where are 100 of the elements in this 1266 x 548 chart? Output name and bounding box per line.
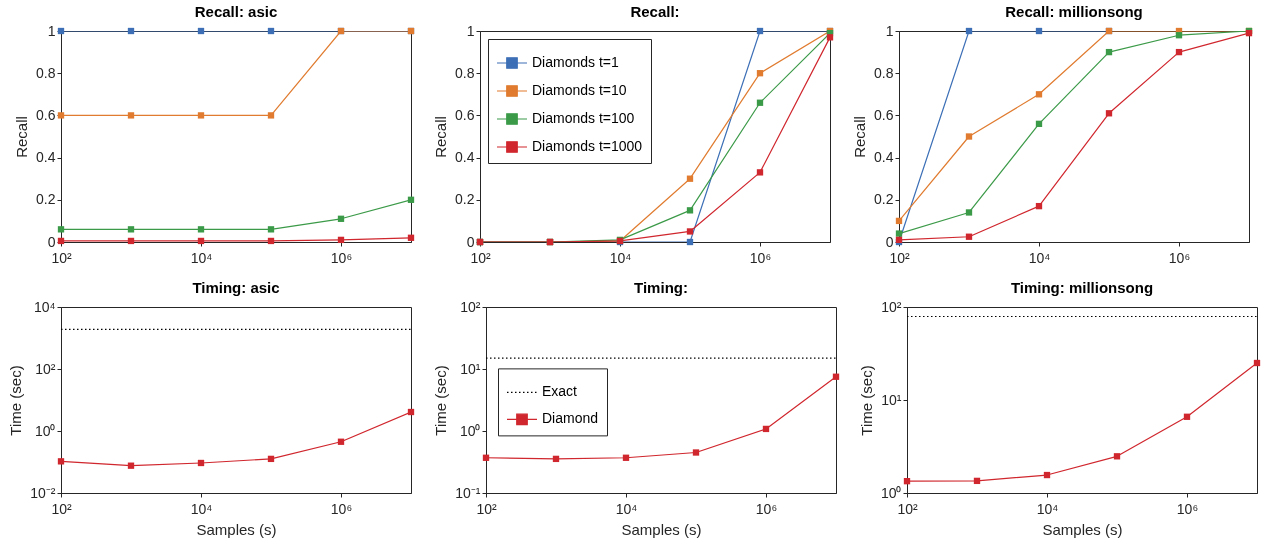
point <box>407 234 415 241</box>
point <box>756 70 764 77</box>
x-tick-label: 10² <box>897 500 918 517</box>
point <box>1035 91 1043 98</box>
point <box>903 478 911 485</box>
point <box>337 236 345 244</box>
point <box>1253 359 1261 367</box>
y-axis-title: Time (sec) <box>7 365 25 436</box>
y-tick-label: 0.8 <box>36 64 56 81</box>
chart-title: Recall: millionsong <box>1005 3 1143 20</box>
point <box>622 454 630 461</box>
y-axis-title: Time (sec) <box>432 365 450 436</box>
point <box>1105 48 1113 56</box>
y-tick-label: 0 <box>885 233 894 250</box>
point <box>1175 32 1183 39</box>
chart-title: Recall: asic <box>194 3 278 20</box>
point <box>826 34 834 41</box>
point <box>127 112 135 119</box>
point <box>756 27 764 35</box>
point <box>337 438 345 445</box>
y-tick-label: 1 <box>466 22 475 39</box>
y-tick-label: 0.4 <box>455 149 475 166</box>
legend-label: Diamonds t=1 <box>532 54 619 70</box>
point <box>337 215 345 222</box>
point <box>57 226 65 233</box>
y-axis-title: Time (sec) <box>857 365 875 436</box>
point <box>127 237 135 245</box>
chart-title: Timing: millionsong <box>1010 279 1154 296</box>
point <box>482 454 490 461</box>
y-axis-title: Recall <box>13 116 31 158</box>
point <box>686 238 694 246</box>
point <box>57 458 65 465</box>
x-tick-label: 10⁴ <box>190 500 213 517</box>
x-tick-label: 10⁴ <box>1036 500 1059 517</box>
x-axis-title: Samples (s) <box>196 520 277 538</box>
point <box>1183 413 1191 420</box>
point <box>127 462 135 469</box>
y-tick-label: 10⁴ <box>33 298 56 315</box>
point <box>1113 453 1121 460</box>
y-tick-label: 0.6 <box>455 106 475 123</box>
legend-label: Diamonds t=1000 <box>532 138 643 154</box>
point <box>552 455 560 463</box>
chart-title: Timing: asic <box>192 279 280 296</box>
y-tick-label: 10⁰ <box>880 484 902 501</box>
y-tick-label: 0.6 <box>874 106 894 123</box>
point <box>197 459 205 467</box>
legend-label: Exact <box>542 383 578 400</box>
y-axis-title: Recall <box>432 116 450 158</box>
point <box>973 477 981 485</box>
point <box>686 228 694 235</box>
x-tick-label: 10⁶ <box>749 249 772 266</box>
point <box>686 175 694 182</box>
legend-label: Diamonds t=100 <box>532 110 635 126</box>
point <box>407 408 415 416</box>
point <box>267 237 275 245</box>
y-tick-label: 10² <box>881 298 902 315</box>
point <box>756 169 764 176</box>
point <box>1035 120 1043 127</box>
x-tick-label: 10⁶ <box>1168 249 1191 266</box>
y-tick-label: 0 <box>47 233 56 250</box>
x-tick-label: 10⁴ <box>609 249 632 266</box>
point <box>1035 27 1043 35</box>
point <box>57 27 65 35</box>
point <box>197 226 205 233</box>
point <box>965 133 973 140</box>
point <box>267 112 275 119</box>
point <box>1043 471 1051 479</box>
y-tick-label: 10⁰ <box>459 422 481 439</box>
legend-label: Diamonds t=10 <box>532 82 627 98</box>
point <box>762 425 770 433</box>
y-tick-label: 0.8 <box>874 64 894 81</box>
y-tick-label: 10⁻² <box>30 484 56 501</box>
point <box>895 217 903 225</box>
point <box>756 99 764 106</box>
y-tick-label: 10² <box>460 298 481 315</box>
y-tick-label: 10⁰ <box>34 422 56 439</box>
point <box>1175 48 1183 56</box>
chart-title: Recall: <box>630 3 680 20</box>
point <box>686 207 694 214</box>
x-tick-label: 10⁶ <box>755 500 778 517</box>
legend-label: Diamond <box>542 410 599 427</box>
x-tick-label: 10⁶ <box>330 249 353 266</box>
y-tick-label: 0.2 <box>455 191 475 208</box>
point <box>692 449 700 456</box>
chart-title: Timing: <box>634 279 688 296</box>
y-tick-label: 0.6 <box>36 106 56 123</box>
y-tick-label: 1 <box>885 22 894 39</box>
point <box>895 230 903 237</box>
y-axis-title: Recall <box>851 116 869 158</box>
y-tick-label: 0.4 <box>36 149 56 166</box>
point <box>197 112 205 119</box>
point <box>1035 202 1043 210</box>
y-tick-label: 0.2 <box>36 191 56 208</box>
point <box>197 237 205 245</box>
point <box>965 209 973 216</box>
point <box>965 233 973 240</box>
point <box>57 237 65 245</box>
point <box>267 226 275 233</box>
x-tick-label: 10⁴ <box>190 249 213 266</box>
x-tick-label: 10⁴ <box>1028 249 1051 266</box>
